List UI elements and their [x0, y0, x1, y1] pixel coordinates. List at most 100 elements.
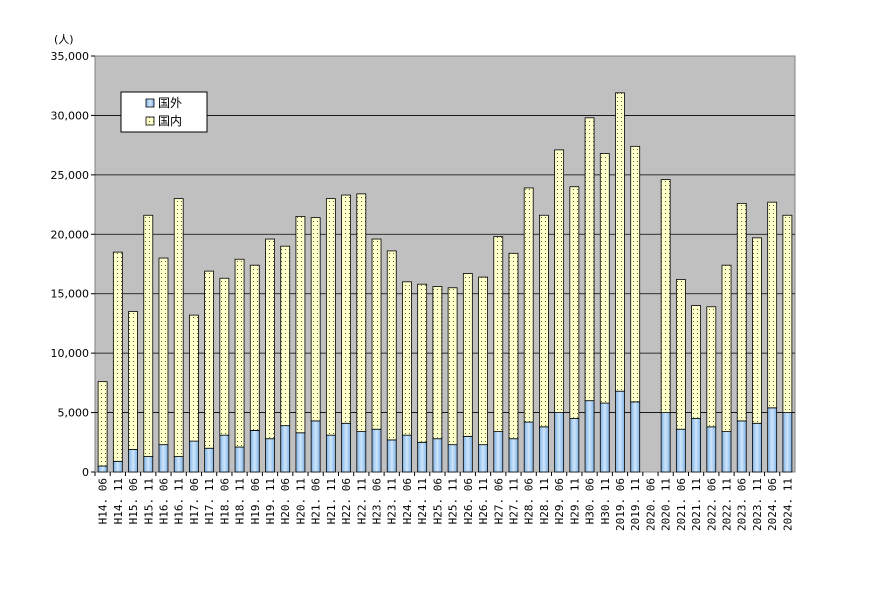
bar-foreign	[204, 447, 215, 473]
bar-foreign	[523, 421, 534, 473]
bar-domestic	[782, 214, 793, 413]
bar-domestic	[310, 217, 321, 422]
bar-domestic	[554, 149, 565, 413]
bar-domestic	[402, 281, 412, 436]
bar-foreign	[767, 407, 778, 473]
bar-domestic	[523, 187, 534, 423]
bar-domestic	[462, 273, 473, 437]
bar-domestic	[417, 283, 428, 443]
x-tick-label: 2022. 11	[721, 478, 734, 531]
bar-foreign	[752, 422, 762, 473]
bar-domestic	[295, 216, 306, 434]
x-tick-label: H29. 06	[553, 478, 566, 524]
bar-foreign	[143, 456, 154, 473]
bar-domestic	[249, 264, 260, 431]
bar-foreign	[706, 426, 717, 473]
bar-foreign	[478, 444, 488, 473]
bar-domestic	[173, 198, 184, 457]
bar-foreign	[265, 438, 275, 473]
bar-domestic	[660, 179, 671, 413]
bar-foreign	[508, 438, 519, 473]
x-tick-label: 2019. 11	[629, 478, 642, 531]
y-tick-label: 10,000	[51, 347, 90, 360]
bar-foreign	[782, 412, 793, 473]
y-tick-label: 0	[82, 466, 89, 479]
bar-domestic	[265, 238, 275, 440]
bar-foreign	[675, 428, 686, 473]
bar-foreign	[341, 422, 351, 473]
x-tick-label: 2019. 06	[614, 478, 627, 531]
legend-label-foreign: 国外	[158, 96, 182, 110]
bar-domestic	[280, 245, 291, 427]
bar-foreign	[432, 438, 443, 473]
bar-foreign	[158, 444, 169, 473]
x-tick-label: H26. 11	[477, 478, 490, 524]
bar-foreign	[112, 460, 123, 473]
x-tick-label: H23. 11	[386, 478, 399, 524]
bar-foreign	[386, 439, 397, 473]
bar-foreign	[462, 435, 473, 473]
x-tick-label: H18. 11	[234, 478, 247, 524]
x-tick-label: 2022. 06	[705, 478, 718, 531]
x-tick-label: H30. 11	[599, 478, 612, 524]
bar-domestic	[478, 276, 488, 446]
x-tick-label: H19. 11	[264, 478, 277, 524]
bar-domestic	[493, 236, 504, 432]
bar-foreign	[736, 420, 747, 473]
bar-domestic	[736, 202, 747, 422]
bar-foreign	[539, 426, 549, 473]
x-tick-label: H27. 06	[492, 478, 505, 524]
x-tick-label: 2021. 06	[675, 478, 688, 531]
bar-foreign	[417, 441, 428, 473]
bar-domestic	[675, 279, 686, 430]
y-tick-label: 30,000	[51, 109, 90, 122]
x-tick-label: H16. 11	[173, 478, 186, 524]
bar-domestic	[341, 194, 351, 424]
x-tick-label: H26. 06	[462, 478, 475, 524]
y-tick-label: 5,000	[58, 407, 90, 420]
bar-foreign	[173, 456, 184, 473]
bar-domestic	[158, 257, 169, 446]
bar-foreign	[97, 465, 108, 473]
x-tick-label: H17. 11	[203, 478, 216, 524]
bar-foreign	[325, 434, 336, 473]
bar-foreign	[493, 431, 504, 473]
x-axis: H14. 06 H14. 11 H15. 06 H15. 11 H16. 06 H16. …	[94, 472, 794, 531]
bar-domestic	[569, 186, 580, 419]
y-tick-label: 20,000	[51, 228, 90, 241]
y-tick-label: 35,000	[51, 50, 90, 63]
bar-domestic	[189, 314, 199, 442]
x-tick-label: H15. 11	[142, 478, 155, 524]
bar-foreign	[280, 425, 291, 473]
bar-domestic	[432, 286, 443, 440]
x-tick-label: H28. 06	[523, 478, 536, 524]
bar-domestic	[128, 311, 138, 450]
x-tick-label: H18. 06	[218, 478, 231, 524]
bar-foreign	[371, 428, 382, 473]
x-tick-label: H19. 06	[249, 478, 262, 524]
y-tick-label: 15,000	[51, 288, 90, 301]
bar-foreign	[630, 401, 641, 473]
bar-foreign	[189, 440, 199, 473]
x-tick-label: 2020. 06	[644, 478, 657, 531]
bar-domestic	[599, 153, 610, 404]
bar-foreign	[128, 449, 138, 473]
bar-domestic	[234, 258, 245, 448]
x-tick-label: H14. 06	[97, 478, 110, 524]
bar-domestic	[112, 251, 123, 462]
bar-foreign	[402, 434, 412, 473]
x-tick-label: H20. 06	[279, 478, 292, 524]
legend-swatch-foreign	[145, 98, 155, 108]
x-tick-label: H22. 11	[355, 478, 368, 524]
bar-domestic	[630, 145, 641, 403]
bar-domestic	[371, 238, 382, 430]
x-tick-label: H29. 11	[568, 478, 581, 524]
x-tick-label: H30. 06	[584, 478, 597, 524]
x-tick-label: 2024. 11	[781, 478, 794, 531]
x-tick-label: H27. 11	[507, 478, 520, 524]
x-tick-label: H21. 06	[310, 478, 323, 524]
bar-domestic	[539, 214, 549, 428]
bar-domestic	[204, 270, 215, 449]
